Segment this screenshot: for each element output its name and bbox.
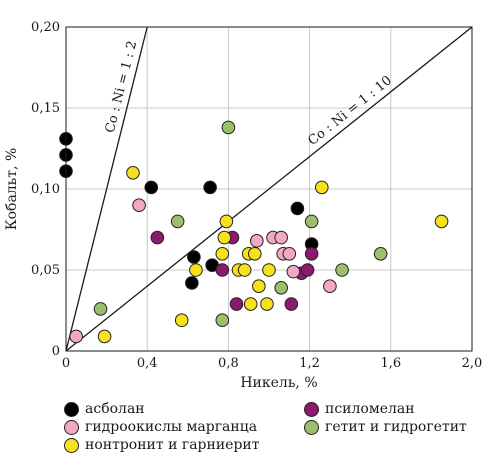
y-tick-label: 0	[52, 344, 60, 359]
data-point	[97, 329, 112, 344]
x-axis-label: Никель, %	[240, 375, 317, 391]
data-point	[219, 214, 234, 229]
x-tick-label: 0,8	[218, 356, 239, 371]
data-point	[221, 120, 236, 135]
data-point	[314, 180, 329, 195]
data-point	[93, 302, 108, 316]
data-point	[290, 201, 305, 216]
data-point	[373, 247, 388, 261]
legend-label-asbolan: асболан	[85, 401, 145, 417]
data-point	[282, 247, 297, 261]
data-point	[250, 234, 264, 248]
ratio-line-label: Co : Ni = 1 : 2	[103, 39, 140, 134]
data-point	[203, 180, 217, 195]
y-axis-label: Кобальт, %	[4, 148, 20, 231]
data-point	[150, 230, 165, 245]
scatter-chart: Co : Ni = 1 : 2 Co : Ni = 1 : 10 0 0,4 0,8 1…	[4, 20, 482, 391]
data-point	[286, 264, 301, 279]
ratio-line-label: Co : Ni = 1 : 10	[305, 73, 395, 149]
y-tick-label: 0,20	[31, 20, 60, 35]
tick-labels: 0 0,4 0,8 1,2 1,6 2,0 0 0,05 0,10 0,15 0,20	[31, 20, 482, 371]
y-tick-label: 0,15	[31, 101, 60, 116]
data-point	[132, 198, 146, 212]
x-tick-label: 2,0	[462, 356, 483, 371]
data-point	[229, 297, 244, 311]
data-point	[217, 230, 232, 245]
data-point	[434, 214, 449, 229]
data-point	[304, 247, 319, 261]
legend-label-goethite: гетит и гидрогетит	[325, 419, 467, 435]
x-tick-label: 1,2	[299, 356, 320, 371]
data-point	[274, 281, 288, 295]
data-point	[247, 247, 262, 261]
legend-marker-goethite	[304, 419, 319, 435]
legend-marker-manganese-hydroxides	[64, 419, 79, 435]
legend-marker-nontronite	[64, 437, 79, 453]
data-point	[215, 263, 230, 277]
data-point	[174, 313, 189, 328]
x-tick-label: 0,4	[137, 356, 158, 371]
legend-item-psilomelane: псиломелан	[304, 401, 415, 417]
legend-marker-asbolan	[64, 401, 79, 417]
data-point	[243, 297, 258, 311]
data-point	[304, 214, 319, 229]
ratio-line	[65, 26, 148, 352]
data-point	[252, 279, 266, 294]
data-point	[69, 329, 83, 344]
data-point	[187, 250, 201, 264]
data-point	[170, 214, 185, 229]
data-point	[323, 279, 337, 294]
data-point	[237, 263, 252, 277]
data-point	[262, 263, 276, 277]
data-point	[335, 263, 349, 277]
data-point	[126, 166, 140, 180]
legend-item-goethite: гетит и гидрогетит	[304, 419, 467, 435]
data-point	[215, 247, 230, 261]
legend-label-psilomelane: псиломелан	[325, 401, 415, 417]
data-point	[274, 230, 288, 245]
data-point	[284, 297, 299, 311]
data-point	[260, 297, 274, 311]
legend-item-manganese-hydroxides: гидроокислы марганца	[64, 419, 257, 435]
data-point	[300, 263, 315, 277]
x-tick-label: 0	[62, 356, 70, 371]
data-point	[144, 180, 159, 195]
legend-item-asbolan: асболан	[64, 401, 145, 417]
data-point	[215, 313, 230, 328]
ratio-line	[65, 26, 473, 352]
data-point	[189, 263, 203, 277]
y-tick-label: 0,10	[31, 182, 60, 197]
legend-marker-psilomelane	[304, 401, 319, 417]
y-tick-label: 0,05	[31, 263, 60, 278]
legend-label-nontronite: нонтронит и гарниерит	[85, 437, 260, 453]
data-point	[185, 276, 199, 290]
data-points	[59, 120, 449, 344]
legend-label-manganese-hydroxides: гидроокислы марганца	[85, 419, 258, 435]
plot-frame	[65, 26, 473, 352]
x-tick-label: 1,6	[380, 356, 401, 371]
legend-item-nontronite: нонтронит и гарниерит	[64, 437, 260, 453]
